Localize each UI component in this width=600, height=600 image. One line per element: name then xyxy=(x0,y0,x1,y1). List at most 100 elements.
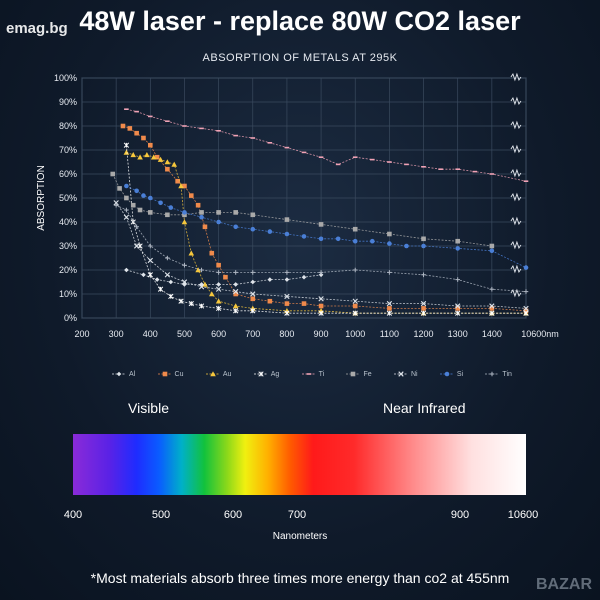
series-ni xyxy=(113,200,529,312)
data-point-tin xyxy=(148,243,153,249)
data-point-au xyxy=(215,298,222,304)
axis-break-marks xyxy=(510,72,522,298)
series-line-ag xyxy=(126,145,526,314)
data-point-tin xyxy=(250,270,256,275)
data-point-si xyxy=(267,229,273,234)
data-point-ag xyxy=(523,310,529,316)
data-point-ni xyxy=(523,305,529,312)
data-point-si xyxy=(489,248,495,254)
data-point-al xyxy=(301,274,307,280)
data-point-cu xyxy=(301,301,307,306)
data-point-ag xyxy=(455,310,461,316)
data-point-tin xyxy=(523,289,529,294)
x-tick-label: 800 xyxy=(279,329,294,339)
data-point-tin xyxy=(124,207,129,213)
x-tick-label: 1000 xyxy=(345,329,365,339)
data-point-ag xyxy=(215,305,222,312)
legend-marker xyxy=(398,371,404,377)
data-point-si xyxy=(404,243,409,249)
chart-series xyxy=(110,108,529,316)
data-point-ag xyxy=(318,310,324,316)
data-point-cu xyxy=(352,303,358,309)
data-point-cu xyxy=(267,298,273,304)
data-point-ni xyxy=(164,272,171,278)
data-point-ni xyxy=(250,291,256,297)
data-point-fe xyxy=(455,238,460,244)
data-point-cu xyxy=(141,135,146,141)
data-point-au xyxy=(232,303,239,309)
data-point-tin xyxy=(352,267,358,273)
data-point-si xyxy=(370,238,375,244)
legend-item-au: Au xyxy=(205,370,231,378)
data-point-cu xyxy=(120,123,126,129)
data-point-fe xyxy=(117,186,122,191)
data-point-cu xyxy=(250,296,256,302)
data-point-fe xyxy=(130,202,136,208)
chart-legend: Al Cu Au Ag Ti Fe Ni Si Tin xyxy=(112,370,512,378)
data-point-si xyxy=(168,205,174,210)
data-point-ag xyxy=(386,310,393,316)
data-point-al xyxy=(216,282,221,287)
legend-label: Ti xyxy=(318,370,325,378)
data-point-cu xyxy=(188,193,194,198)
data-point-ag xyxy=(420,310,427,316)
spectrum-axis-label: Nanometers xyxy=(272,531,328,542)
y-tick-label: 100% xyxy=(54,73,77,83)
y-tick-label: 80% xyxy=(59,121,77,131)
data-point-si xyxy=(455,246,460,251)
y-tick-label: 90% xyxy=(59,97,77,107)
y-tick-label: 40% xyxy=(59,217,77,227)
data-point-ni xyxy=(455,303,461,309)
data-point-fe xyxy=(165,212,170,218)
y-tick-label: 70% xyxy=(59,145,77,155)
x-tick-label: 1200 xyxy=(414,329,434,339)
x-tick-label: 900 xyxy=(314,329,329,339)
data-point-fe xyxy=(250,212,256,218)
legend-label: Al xyxy=(129,370,136,378)
axis-break-mark xyxy=(510,144,522,154)
data-point-si xyxy=(318,236,324,242)
data-point-fe xyxy=(216,210,221,215)
data-point-cu xyxy=(134,130,139,136)
legend-item-tin: Tin xyxy=(485,370,512,378)
data-point-tin xyxy=(113,202,119,208)
data-point-au xyxy=(130,152,137,158)
legend-swatch xyxy=(346,371,361,377)
data-point-al xyxy=(168,279,174,285)
data-point-ag xyxy=(178,298,184,304)
data-point-fe xyxy=(233,210,238,215)
data-point-ag xyxy=(147,272,153,278)
data-point-cu xyxy=(284,301,290,306)
data-point-cu xyxy=(455,306,460,311)
legend-label: Tin xyxy=(502,370,512,378)
data-point-cu xyxy=(387,306,392,311)
data-point-si xyxy=(216,219,221,225)
legend-label: Ag xyxy=(270,370,280,378)
data-point-fe xyxy=(318,222,324,227)
data-point-si xyxy=(182,210,187,215)
data-point-ni xyxy=(489,303,495,309)
axis-break-mark xyxy=(510,288,522,298)
series-line-ni xyxy=(115,202,527,309)
data-point-ag xyxy=(250,308,256,314)
data-point-fe xyxy=(421,236,426,242)
y-tick-label: 20% xyxy=(59,265,77,275)
data-point-ag xyxy=(157,286,164,292)
data-point-si xyxy=(523,265,529,270)
y-tick-label: 50% xyxy=(59,193,77,203)
headline: 48W laser - replace 80W CO2 laser xyxy=(79,6,521,36)
data-point-cu xyxy=(175,178,180,184)
series-ag xyxy=(123,142,529,316)
data-point-au xyxy=(144,152,150,158)
data-point-ni xyxy=(420,300,427,307)
axis-break-mark xyxy=(510,216,522,226)
spectrum-tick-label: 700 xyxy=(287,509,307,521)
data-point-fe xyxy=(352,226,358,232)
data-point-au xyxy=(157,156,164,162)
series-ti xyxy=(124,108,529,182)
data-point-al xyxy=(141,272,146,278)
data-point-cu xyxy=(127,126,133,131)
data-point-al xyxy=(318,272,324,278)
spectrum-tick-label: 500 xyxy=(151,509,171,521)
data-point-cu xyxy=(154,154,160,160)
